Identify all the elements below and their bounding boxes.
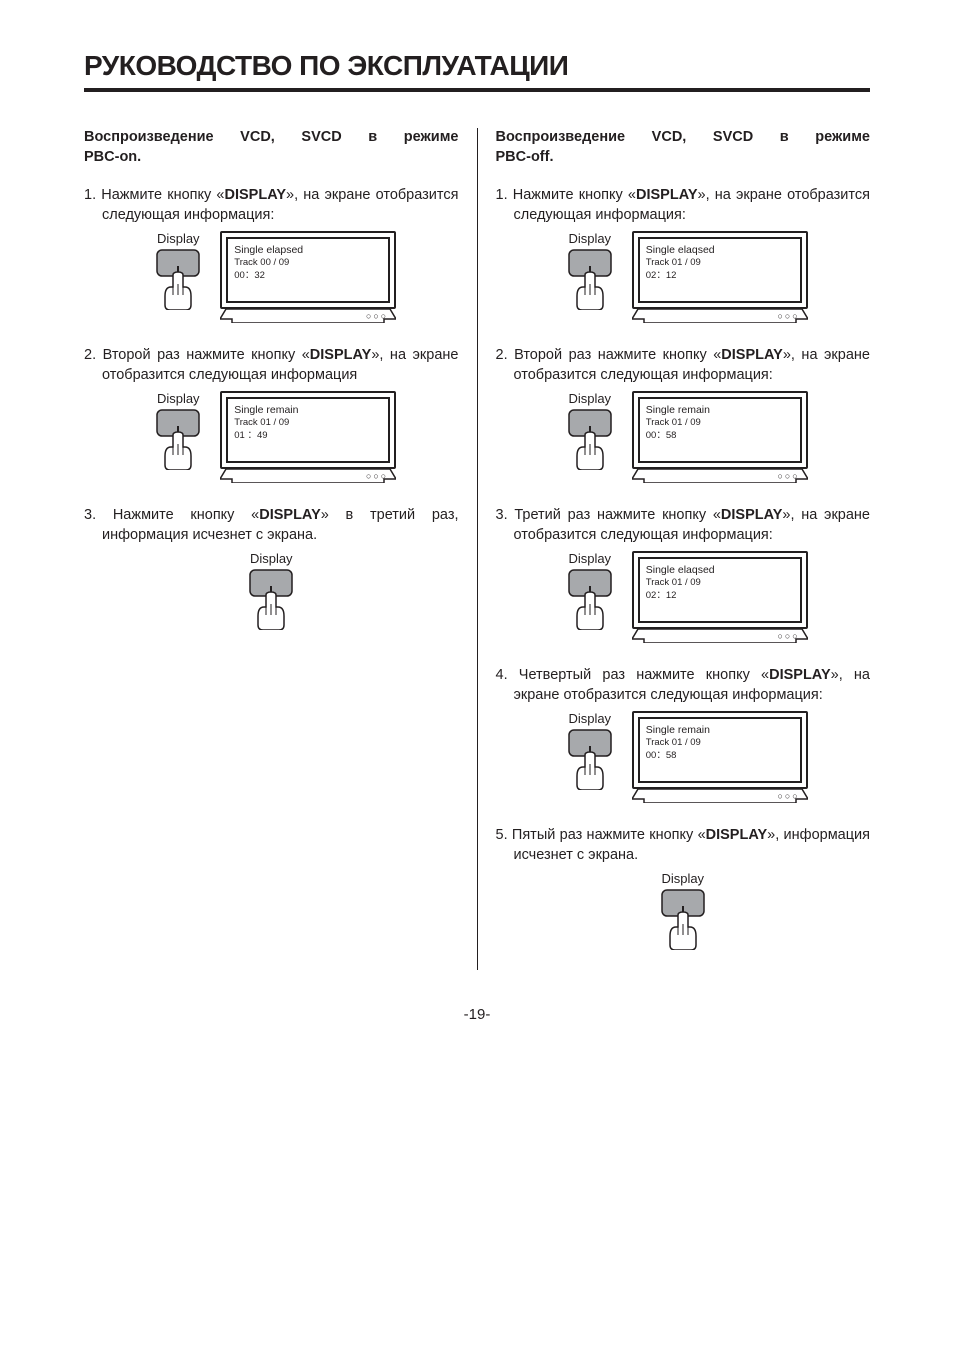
page-title: РУКОВОДСТВО ПО ЭКСПЛУАТАЦИИ (84, 50, 870, 82)
step-text: Нажмите кнопку « (101, 187, 224, 203)
step-num: 5. (496, 827, 508, 843)
right-step-1: 1. Нажмите кнопку «DISPLAY», на экране о… (496, 185, 871, 225)
right-step-3: 3. Третий раз нажмите кнопку «DISPLAY», … (496, 505, 871, 545)
display-kw: DISPLAY (636, 187, 698, 203)
tv-diagram: Single remain Track 01 / 09 01 ：49 ○○○ (220, 391, 396, 483)
tv-line2: Track 00 / 09 (234, 257, 382, 270)
tv-line2: Track 01 / 09 (234, 417, 382, 430)
step-text: Нажмите кнопку « (113, 507, 259, 523)
tv-line3: 02：12 (646, 270, 794, 283)
press-button-icon (566, 248, 614, 308)
tv-line3: 02：12 (646, 590, 794, 603)
step-text: Третий раз нажмите кнопку « (514, 507, 721, 523)
tv-line3: 01 ：49 (234, 430, 382, 443)
heading-text-2: PBC-on. (84, 149, 141, 165)
right-illus-2: Display Si (558, 391, 808, 483)
tv-dots: ○○○ (777, 471, 799, 481)
tv-diagram: Single elaqsed Track 01 / 09 02：12 ○○○ (632, 231, 808, 323)
display-kw: DISPLAY (721, 347, 783, 363)
step-num: 1. (496, 187, 508, 203)
right-illus-1: Display Si (558, 231, 808, 323)
left-column: Воспроизведение VCD, SVCD в режиме PBC-o… (84, 128, 477, 970)
tv-dots: ○○○ (777, 791, 799, 801)
step-num: 1. (84, 187, 96, 203)
heading-text-2: PBC-off. (496, 149, 554, 165)
tv-diagram: Single elaqsed Track 01 / 09 02：12 ○○○ (632, 551, 808, 643)
press-button-icon (566, 728, 614, 788)
right-illus-3: Display Si (558, 551, 808, 643)
left-step-2: 2. Второй раз нажмите кнопку «DISPLAY», … (84, 345, 459, 385)
step-num: 2. (84, 347, 96, 363)
tv-line1: Single elaqsed (646, 243, 794, 257)
button-label: Display (157, 231, 200, 246)
tv-diagram: Single remain Track 01 / 09 00：58 ○○○ (632, 711, 808, 803)
tv-diagram: Single remain Track 01 / 09 00：58 ○○○ (632, 391, 808, 483)
button-label: Display (568, 551, 611, 566)
button-label: Display (568, 391, 611, 406)
display-kw: DISPLAY (225, 187, 287, 203)
left-illus-2: Display Si (146, 391, 396, 483)
press-button-icon (566, 408, 614, 468)
tv-dots: ○○○ (777, 311, 799, 321)
tv-line1: Single remain (646, 403, 794, 417)
display-kw: DISPLAY (706, 827, 768, 843)
heading-text: Воспроизведение VCD, SVCD в режиме (84, 129, 459, 145)
left-illus-1: Display Si (146, 231, 396, 323)
press-button-icon (247, 568, 295, 628)
press-button-icon (154, 408, 202, 468)
step-text: Четвертый раз нажмите кнопку « (519, 667, 769, 683)
step-text: Второй раз нажмите кнопку « (103, 347, 310, 363)
button-label: Display (568, 231, 611, 246)
press-button-icon (659, 888, 707, 948)
tv-line3: 00：58 (646, 430, 794, 443)
display-kw: DISPLAY (721, 507, 783, 523)
button-label: Display (157, 391, 200, 406)
press-button-icon (154, 248, 202, 308)
tv-line2: Track 01 / 09 (646, 737, 794, 750)
button-label: Display (661, 871, 704, 886)
right-illus-4: Display Si (558, 711, 808, 803)
step-text: Второй раз нажмите кнопку « (514, 347, 721, 363)
content-columns: Воспроизведение VCD, SVCD в режиме PBC-o… (84, 128, 870, 970)
display-kw: DISPLAY (259, 507, 321, 523)
tv-line3: 00：58 (646, 750, 794, 763)
button-label: Display (250, 551, 293, 566)
tv-line3: 00：32 (234, 270, 382, 283)
tv-line2: Track 01 / 09 (646, 257, 794, 270)
right-heading: Воспроизведение VCD, SVCD в режиме PBC-o… (496, 128, 871, 167)
step-num: 3. (84, 507, 96, 523)
display-kw: DISPLAY (769, 667, 831, 683)
right-step-5: 5. Пятый раз нажмите кнопку «DISPLAY», и… (496, 825, 871, 865)
right-step-4: 4. Четвертый раз нажмите кнопку «DISPLAY… (496, 665, 871, 705)
tv-line2: Track 01 / 09 (646, 417, 794, 430)
title-rule (84, 88, 870, 92)
right-column: Воспроизведение VCD, SVCD в режиме PBC-o… (478, 128, 871, 970)
page-number: -19- (84, 1006, 870, 1023)
right-step-2: 2. Второй раз нажмите кнопку «DISPLAY», … (496, 345, 871, 385)
tv-line1: Single elapsed (234, 243, 382, 257)
tv-dots: ○○○ (366, 471, 388, 481)
tv-line1: Single elaqsed (646, 563, 794, 577)
button-label: Display (568, 711, 611, 726)
step-text: Пятый раз нажмите кнопку « (512, 827, 706, 843)
step-num: 4. (496, 667, 508, 683)
right-illus-5: Display (651, 871, 715, 948)
tv-line2: Track 01 / 09 (646, 577, 794, 590)
left-step-1: 1. Нажмите кнопку «DISPLAY», на экране о… (84, 185, 459, 225)
left-step-3: 3. Нажмите кнопку «DISPLAY» в третий раз… (84, 505, 459, 545)
step-num: 2. (496, 347, 508, 363)
left-heading: Воспроизведение VCD, SVCD в режиме PBC-o… (84, 128, 459, 167)
left-illus-3: Display (239, 551, 303, 628)
tv-line1: Single remain (234, 403, 382, 417)
tv-dots: ○○○ (777, 631, 799, 641)
display-kw: DISPLAY (310, 347, 372, 363)
tv-dots: ○○○ (366, 311, 388, 321)
tv-line1: Single remain (646, 723, 794, 737)
heading-text: Воспроизведение VCD, SVCD в режиме (496, 129, 871, 145)
tv-diagram: Single elapsed Track 00 / 09 00：32 ○○○ (220, 231, 396, 323)
step-text: Нажмите кнопку « (513, 187, 636, 203)
step-num: 3. (496, 507, 508, 523)
press-button-icon (566, 568, 614, 628)
